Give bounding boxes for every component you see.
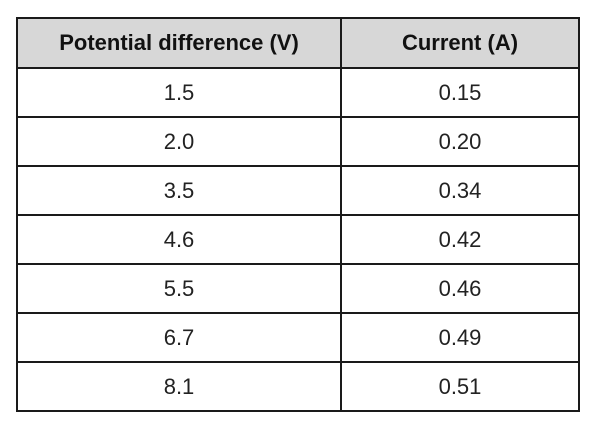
column-header-potential-difference: Potential difference (V)	[16, 17, 342, 69]
current-cell: 0.46	[340, 263, 580, 314]
table-row: 5.5 0.46	[16, 263, 580, 314]
current-cell: 0.51	[340, 361, 580, 412]
potential-difference-cell: 5.5	[16, 263, 342, 314]
table-row: 8.1 0.51	[16, 361, 580, 412]
potential-difference-cell: 8.1	[16, 361, 342, 412]
column-header-current: Current (A)	[340, 17, 580, 69]
potential-difference-cell: 3.5	[16, 165, 342, 216]
table-row: 1.5 0.15	[16, 67, 580, 118]
table-row: 6.7 0.49	[16, 312, 580, 363]
table-row: 3.5 0.34	[16, 165, 580, 216]
current-cell: 0.49	[340, 312, 580, 363]
current-cell: 0.42	[340, 214, 580, 265]
potential-difference-cell: 4.6	[16, 214, 342, 265]
data-table: Potential difference (V) Current (A) 1.5…	[16, 17, 580, 412]
table-row: 4.6 0.42	[16, 214, 580, 265]
potential-difference-cell: 2.0	[16, 116, 342, 167]
current-cell: 0.15	[340, 67, 580, 118]
table-row: 2.0 0.20	[16, 116, 580, 167]
header-row: Potential difference (V) Current (A)	[16, 17, 580, 69]
current-cell: 0.20	[340, 116, 580, 167]
current-cell: 0.34	[340, 165, 580, 216]
potential-difference-cell: 6.7	[16, 312, 342, 363]
potential-difference-cell: 1.5	[16, 67, 342, 118]
